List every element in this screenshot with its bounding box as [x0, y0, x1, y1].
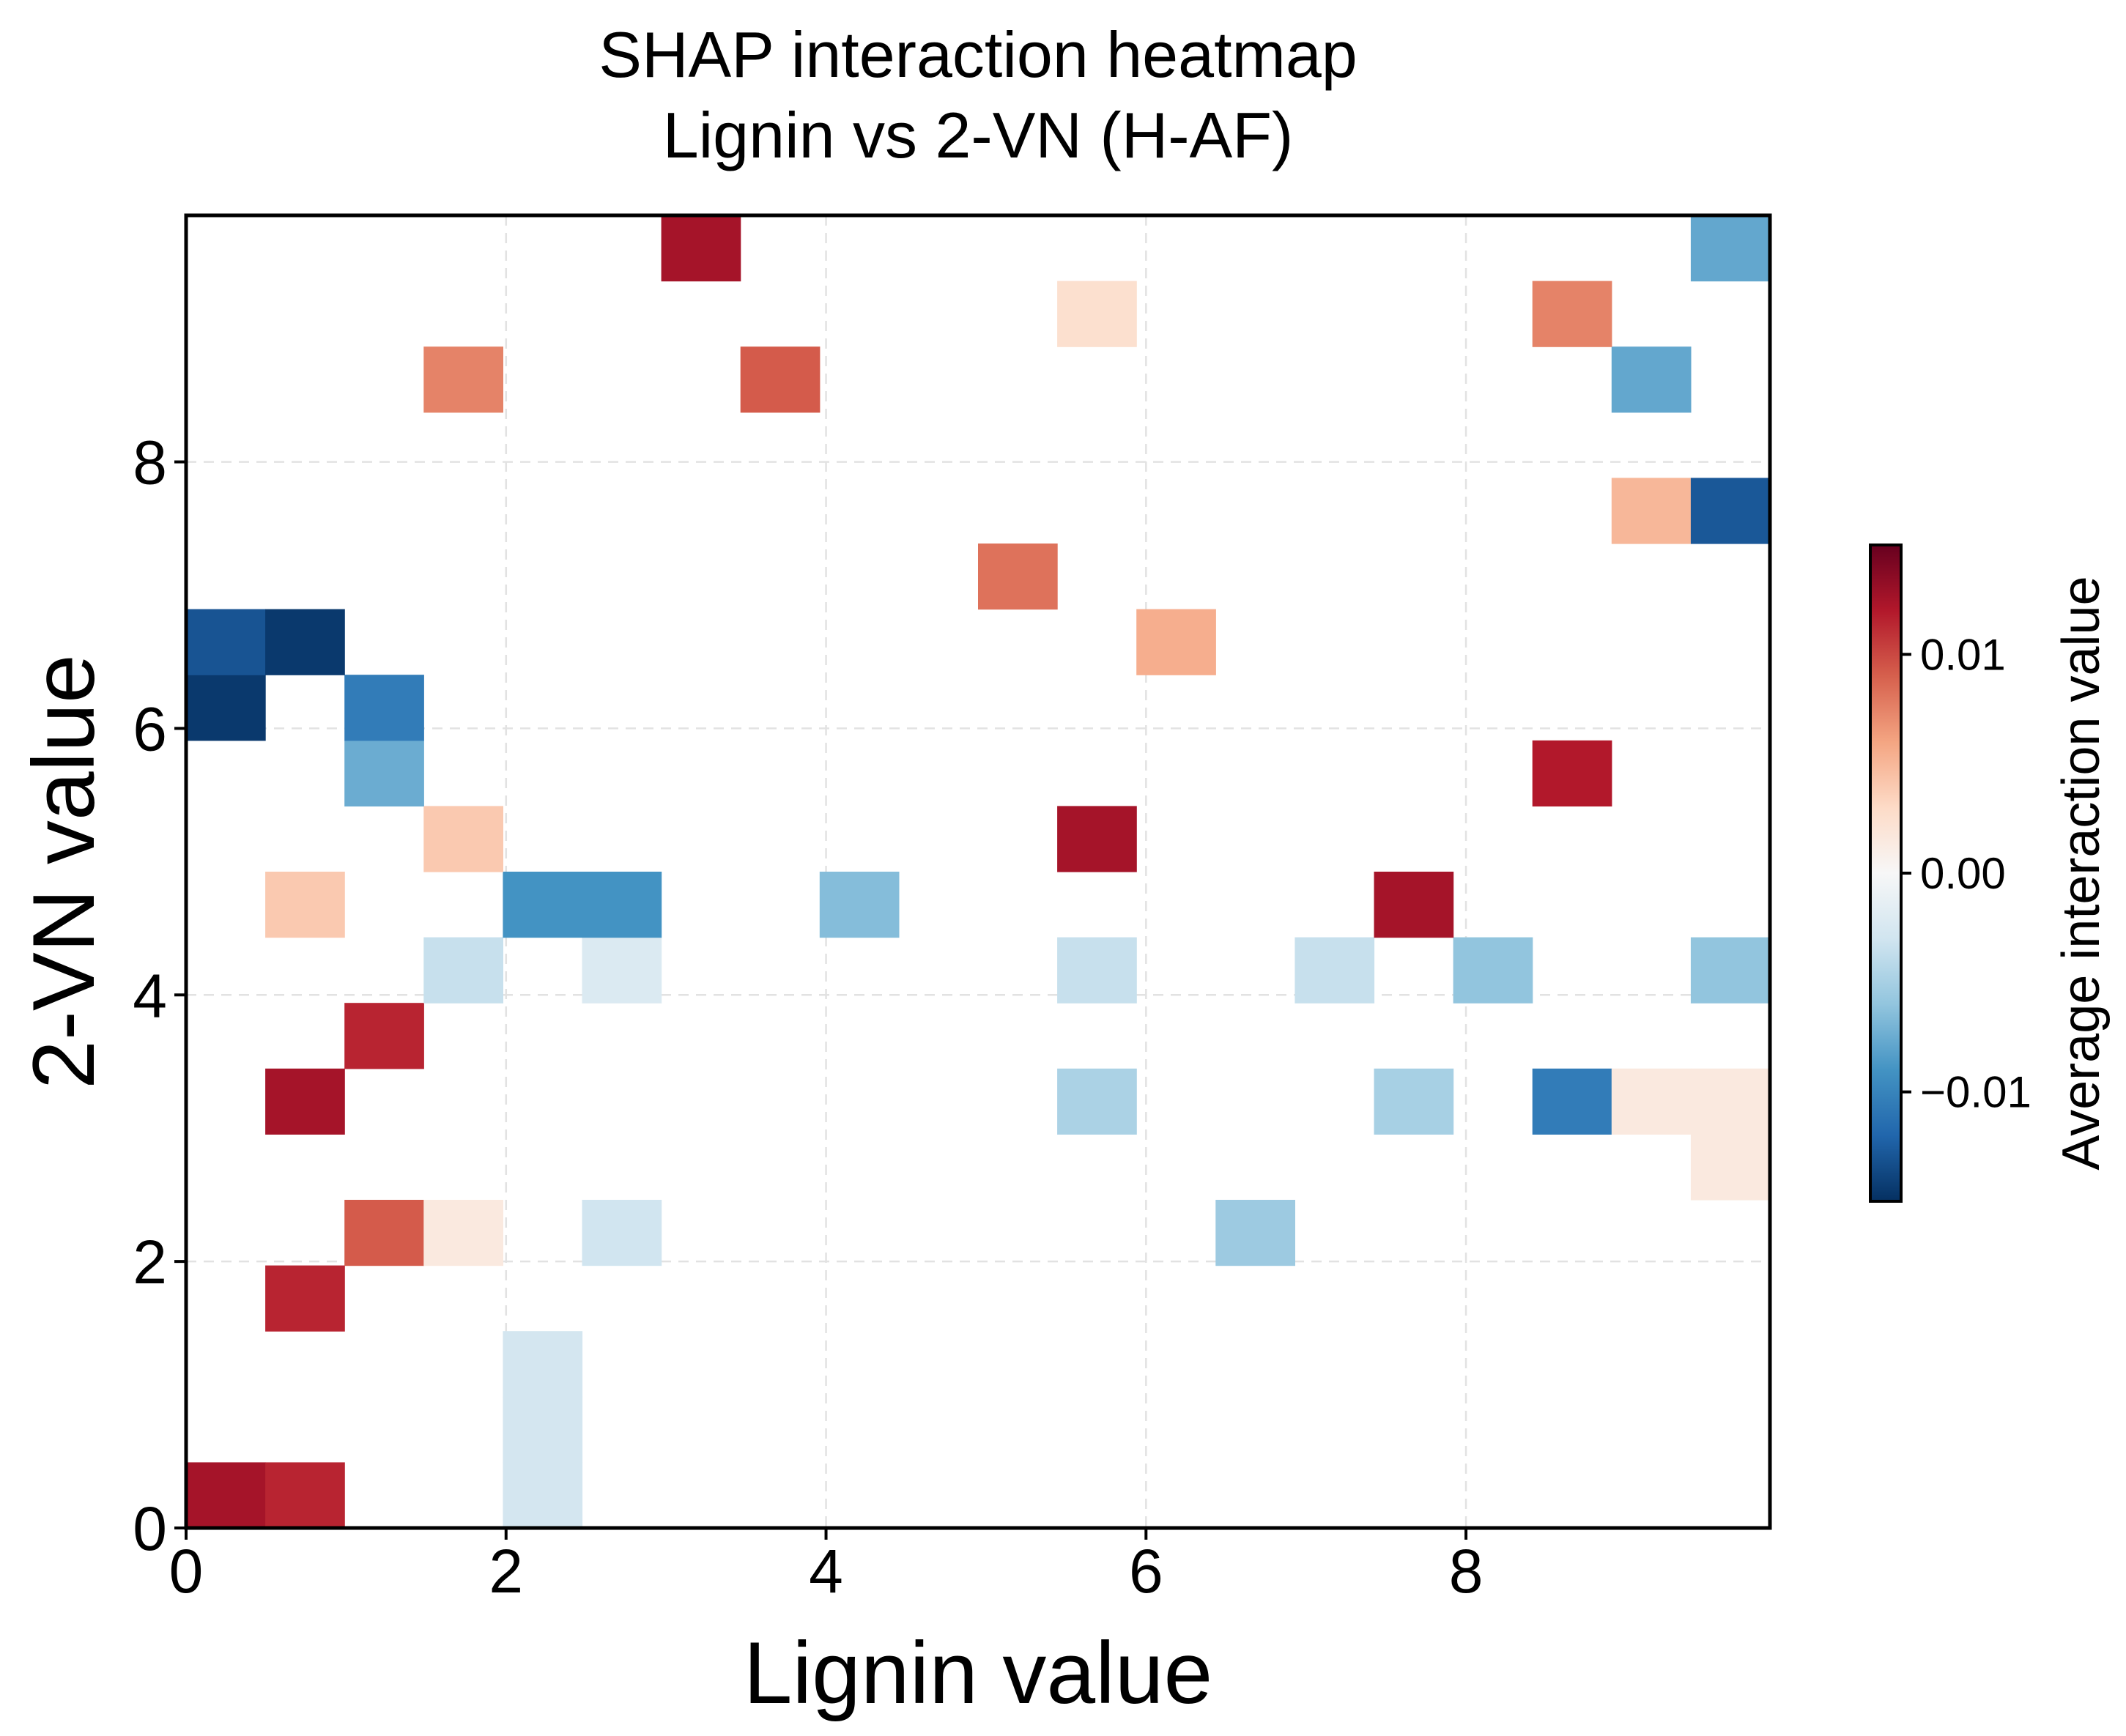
heatmap-cell [1374, 1068, 1454, 1135]
heatmap-cell [344, 1200, 424, 1266]
heatmap-cell [423, 1200, 503, 1266]
heatmap-cell [1532, 281, 1612, 347]
heatmap-cell [1215, 1200, 1295, 1266]
y-tick-label: 4 [133, 961, 167, 1030]
heatmap-cell [1611, 478, 1692, 544]
heatmap-cell [1690, 215, 1771, 282]
heatmap-cell [740, 346, 821, 413]
heatmap-cell [423, 346, 503, 413]
y-tick-label: 8 [133, 429, 167, 497]
heatmap-cell [344, 740, 424, 806]
heatmap-cell [503, 872, 583, 938]
x-axis-label: Lignin value [744, 1624, 1213, 1722]
heatmap-cell [1690, 937, 1771, 1004]
heatmap-cell [265, 609, 345, 675]
colorbar-ticks: 0.01 0.00 −0.01 [1901, 630, 2031, 1117]
chart-title: SHAP interaction heatmap [599, 18, 1357, 91]
heatmap-cell [1057, 281, 1137, 347]
colorbar-tick-label: −0.01 [1920, 1068, 2031, 1117]
colorbar [1869, 544, 1903, 1203]
heatmap-cell [186, 675, 266, 741]
y-tick-label: 2 [133, 1228, 167, 1297]
colorbar-tick-label: 0.00 [1920, 849, 2006, 898]
heatmap-cell [1690, 1134, 1771, 1201]
colorbar-label: Average interaction value [2052, 576, 2111, 1170]
heatmap-cell [1057, 1068, 1137, 1135]
heatmap-cell [423, 806, 503, 872]
x-tick-label: 0 [169, 1537, 204, 1606]
heatmap-cell [503, 1396, 583, 1463]
heatmap-cell [819, 872, 900, 938]
x-tick-label: 4 [809, 1537, 843, 1606]
heatmap-cell [1374, 872, 1454, 938]
heatmap-cell [344, 1003, 424, 1069]
heatmap-cell [1611, 1068, 1692, 1135]
heatmap-cell [1532, 740, 1612, 806]
heatmap-cell [1690, 1068, 1771, 1135]
heatmap-cell [978, 544, 1058, 610]
heatmap-cell [1453, 937, 1533, 1004]
heatmap-cell [1136, 609, 1216, 675]
heatmap-cell [186, 609, 266, 675]
x-tick-label: 8 [1449, 1537, 1484, 1606]
heatmap-cell [582, 872, 662, 938]
heatmap-cell [1532, 1068, 1612, 1135]
heatmap-cell [186, 1462, 266, 1529]
y-tick-label: 6 [133, 694, 167, 763]
heatmap-cell [265, 1068, 345, 1135]
colorbar-tick-label: 0.01 [1920, 630, 2006, 679]
y-tick-label: 0 [133, 1494, 167, 1563]
heatmap-cell [1295, 937, 1375, 1004]
plot-frame [184, 213, 1772, 1530]
heatmap-cell [1611, 346, 1692, 413]
y-axis-ticks: 0 2 4 6 8 [133, 429, 186, 1563]
heatmap-cell [582, 1200, 662, 1266]
heatmap-cell [503, 1331, 583, 1398]
x-tick-label: 2 [489, 1537, 523, 1606]
heatmap-cells [186, 215, 1771, 1529]
heatmap-cell [503, 1462, 583, 1529]
y-axis-label: 2-VN value [15, 654, 113, 1089]
heatmap-cell [265, 872, 345, 938]
x-axis-ticks: 0 2 4 6 8 [169, 1528, 1484, 1606]
heatmap-cell [1057, 806, 1137, 872]
heatmap-cell [423, 937, 503, 1004]
x-tick-label: 6 [1129, 1537, 1163, 1606]
chart-subtitle: Lignin vs 2-VN (H-AF) [663, 99, 1294, 171]
heatmap-cell [265, 1265, 345, 1332]
heatmap-cell [661, 215, 741, 282]
heatmap-cell [1690, 478, 1771, 544]
heatmap-cell [582, 937, 662, 1004]
heatmap-cell [344, 675, 424, 741]
heatmap-cell [1057, 937, 1137, 1004]
heatmap-cell [265, 1462, 345, 1529]
